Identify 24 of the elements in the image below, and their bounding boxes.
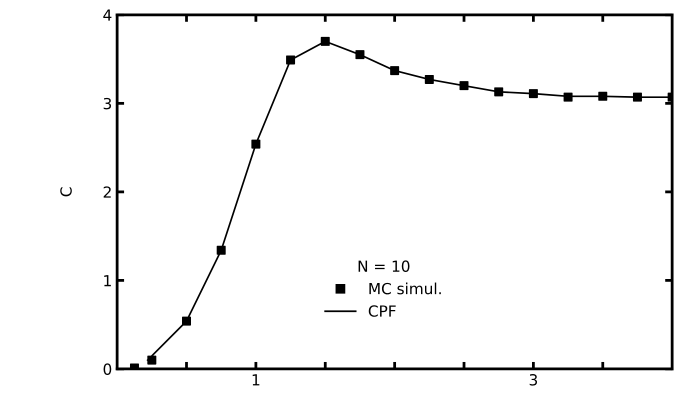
point bbox=[216, 246, 226, 255]
point bbox=[598, 92, 608, 101]
point bbox=[355, 50, 364, 60]
y-tick-label: 2 bbox=[104, 186, 111, 198]
point bbox=[460, 81, 469, 90]
point bbox=[564, 92, 573, 102]
point bbox=[286, 55, 296, 64]
point bbox=[320, 36, 330, 46]
legend-label: MC simul. bbox=[369, 282, 441, 294]
point bbox=[182, 316, 192, 326]
y-tick-label: 0 bbox=[104, 363, 112, 375]
point bbox=[632, 92, 642, 102]
y-tick-label: 1 bbox=[104, 275, 111, 286]
point bbox=[494, 87, 504, 96]
legend-title: N = 10 bbox=[358, 260, 410, 272]
y-tick-label: 4 bbox=[103, 10, 112, 21]
point bbox=[251, 140, 260, 149]
point bbox=[390, 66, 400, 76]
point bbox=[528, 89, 538, 98]
point bbox=[147, 356, 156, 365]
legend-label: CPF bbox=[368, 305, 396, 317]
point bbox=[424, 74, 434, 84]
y-tick-label: 3 bbox=[104, 98, 112, 110]
y-axis-title: C bbox=[60, 187, 72, 196]
